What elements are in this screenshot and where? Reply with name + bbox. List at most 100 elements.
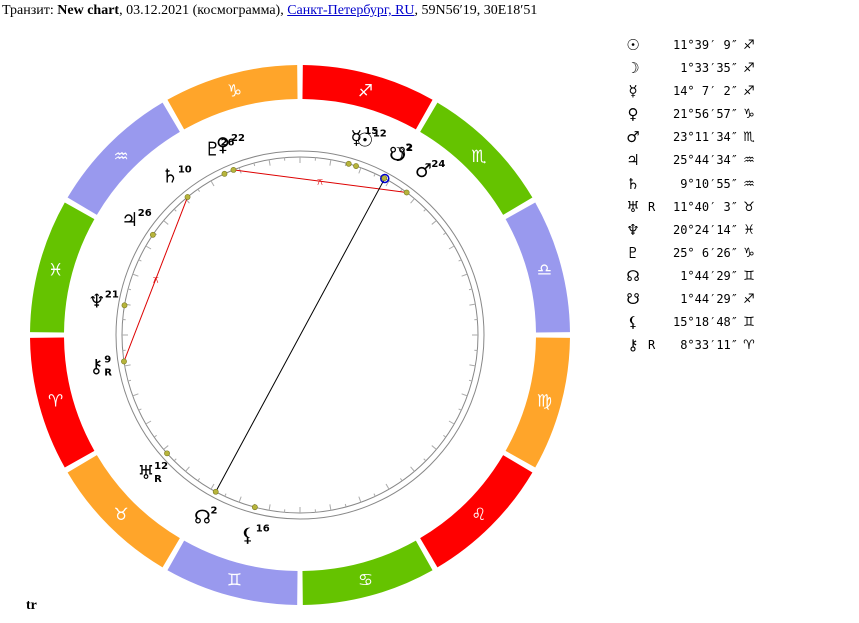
planet-dot-moon bbox=[380, 173, 390, 184]
sign-icon: ♑ bbox=[743, 245, 755, 261]
degree-tick bbox=[138, 259, 142, 262]
sign-glyph-aquarius: ♒ bbox=[113, 147, 128, 167]
degree-tick bbox=[469, 303, 476, 306]
degree-tick bbox=[461, 273, 468, 277]
position-row-saturn: ♄ 9°10′55″ ♒ bbox=[620, 173, 760, 196]
planet-dot-lilith bbox=[251, 504, 258, 511]
jupiter-icon: ♃ bbox=[626, 151, 640, 170]
planet-dot-pluto bbox=[221, 170, 228, 177]
position-row-moon: ☽ 1°33′35″ ♐ bbox=[620, 57, 760, 80]
degree-tick bbox=[197, 188, 201, 192]
position-row-lilith: ⚸ 15°18′48″ ♊ bbox=[620, 311, 760, 334]
chart-name: New chart bbox=[57, 3, 120, 18]
retrograde-mark: R bbox=[104, 368, 112, 379]
mercury-icon: ☿ bbox=[351, 127, 363, 149]
mars-icon: ♂ bbox=[626, 128, 640, 147]
position-degree: 1°44′29″ bbox=[680, 292, 738, 307]
planet-dot-jupiter bbox=[149, 231, 156, 238]
sign-glyph-scorpio: ♏ bbox=[471, 147, 486, 167]
degree-tick bbox=[443, 434, 447, 438]
mercury-icon: ☿ bbox=[628, 82, 638, 101]
degree-tick bbox=[238, 496, 242, 503]
degree-tick bbox=[329, 159, 332, 166]
degree-tick bbox=[410, 198, 415, 204]
planet-degree-label: 26 bbox=[221, 137, 235, 148]
aspect-saturn-chiron bbox=[123, 196, 189, 362]
chiron-icon: ⚷ bbox=[89, 356, 103, 378]
sign-glyph-sagittarius: ♐ bbox=[358, 82, 373, 102]
planet-dot-chiron bbox=[121, 358, 127, 365]
sign-segment-gemini bbox=[167, 540, 298, 605]
transit-label: tr bbox=[26, 598, 37, 613]
degree-tick bbox=[197, 478, 201, 482]
planet-dot-saturn bbox=[184, 194, 191, 200]
sign-segment-pisces bbox=[30, 202, 95, 333]
retrograde-mark: R bbox=[154, 474, 162, 485]
sign-glyph-gemini: ♊ bbox=[227, 570, 242, 590]
position-degree: 25°44′34″ bbox=[672, 153, 738, 168]
degree-tick bbox=[210, 483, 215, 490]
degree-tick bbox=[163, 445, 169, 450]
sign-icon: ♑ bbox=[743, 107, 755, 123]
degree-tick bbox=[373, 173, 376, 177]
degree-tick bbox=[385, 483, 390, 490]
chart-wheel: ♈♉♊ ♋♌♍♎♏♐♑♒♓ ⚻⚻ ☉ 12☽ 2☿ 15♀ 22♂ 24♃ 26♄ 10♅ 12R… bbox=[30, 65, 570, 605]
uranus-icon: ♅ bbox=[138, 462, 155, 484]
degree-tick bbox=[468, 379, 473, 382]
degree-tick bbox=[385, 180, 390, 187]
venus-icon: ♀ bbox=[627, 105, 639, 124]
position-degree: 15°18′48″ bbox=[672, 315, 738, 330]
chart-date: , 03.12.2021 (космограмма), bbox=[119, 3, 284, 18]
planet-dot-venus bbox=[230, 167, 237, 173]
sign-icon: ♒ bbox=[743, 176, 755, 192]
degree-tick bbox=[468, 288, 473, 291]
position-row-chiron: ⚷ R 8°33′11″ ♈ bbox=[620, 334, 760, 357]
sign-icon: ♏ bbox=[743, 130, 755, 146]
sign-icon: ♐ bbox=[743, 61, 755, 77]
sign-icon: ♊ bbox=[743, 315, 755, 331]
degree-tick bbox=[358, 167, 362, 174]
position-degree: 23°11′34″ bbox=[672, 130, 738, 145]
degree-tick bbox=[431, 220, 437, 225]
sign-glyph-capricorn: ♑ bbox=[227, 82, 242, 102]
mars-icon: ♂ bbox=[415, 160, 432, 182]
position-degree: 11°40′ 3″ bbox=[672, 199, 738, 214]
sign-segment-taurus bbox=[67, 455, 180, 568]
position-row-mars: ♂ 23°11′34″ ♏ bbox=[620, 126, 760, 149]
degree-tick bbox=[153, 434, 157, 438]
neptune-icon: ♆ bbox=[88, 291, 105, 313]
sign-icon: ♒ bbox=[743, 153, 755, 169]
degree-tick bbox=[469, 364, 476, 367]
degree-tick bbox=[431, 445, 437, 450]
degree-tick bbox=[124, 364, 131, 367]
degree-tick bbox=[127, 379, 132, 382]
planet-dot-uranus bbox=[164, 450, 170, 457]
degree-tick bbox=[145, 245, 152, 250]
position-degree: 25° 6′26″ bbox=[672, 245, 738, 260]
pluto-icon: ♇ bbox=[626, 243, 640, 262]
degree-tick bbox=[458, 408, 462, 411]
degree-tick bbox=[224, 493, 227, 497]
sun-icon: ☉ bbox=[356, 129, 373, 151]
planet-positions-table: ☉ 11°39′ 9″ ♐ ☽ 1°33′35″ ♐ ☿ 14° 7′ 2″ ♐ ♀ 21°56′5… bbox=[620, 34, 760, 357]
planet-degree-label: 2 bbox=[406, 143, 413, 154]
neptune-icon: ♆ bbox=[626, 220, 640, 239]
degree-tick bbox=[399, 478, 403, 482]
retrograde-flag: R bbox=[648, 338, 656, 353]
venus-icon: ♀ bbox=[216, 134, 230, 156]
planet-dot-mars bbox=[403, 189, 410, 196]
sign-segment-virgo bbox=[505, 337, 570, 468]
degree-tick bbox=[461, 393, 468, 397]
moon-icon: ☽ bbox=[390, 144, 407, 166]
degree-tick bbox=[132, 393, 139, 397]
uranus-icon: ♅ bbox=[626, 197, 640, 216]
degree-tick bbox=[132, 273, 139, 277]
sign-segment-cancer bbox=[302, 540, 433, 605]
degree-tick bbox=[373, 493, 376, 497]
degree-tick bbox=[458, 259, 462, 262]
chiron-icon: ⚷ bbox=[627, 336, 639, 355]
position-row-pluto: ♇ 25° 6′26″ ♑ bbox=[620, 242, 760, 265]
sign-segment-capricorn bbox=[167, 65, 298, 130]
degree-tick bbox=[268, 159, 271, 166]
city-link[interactable]: Санкт-Петербург, RU bbox=[287, 3, 415, 18]
